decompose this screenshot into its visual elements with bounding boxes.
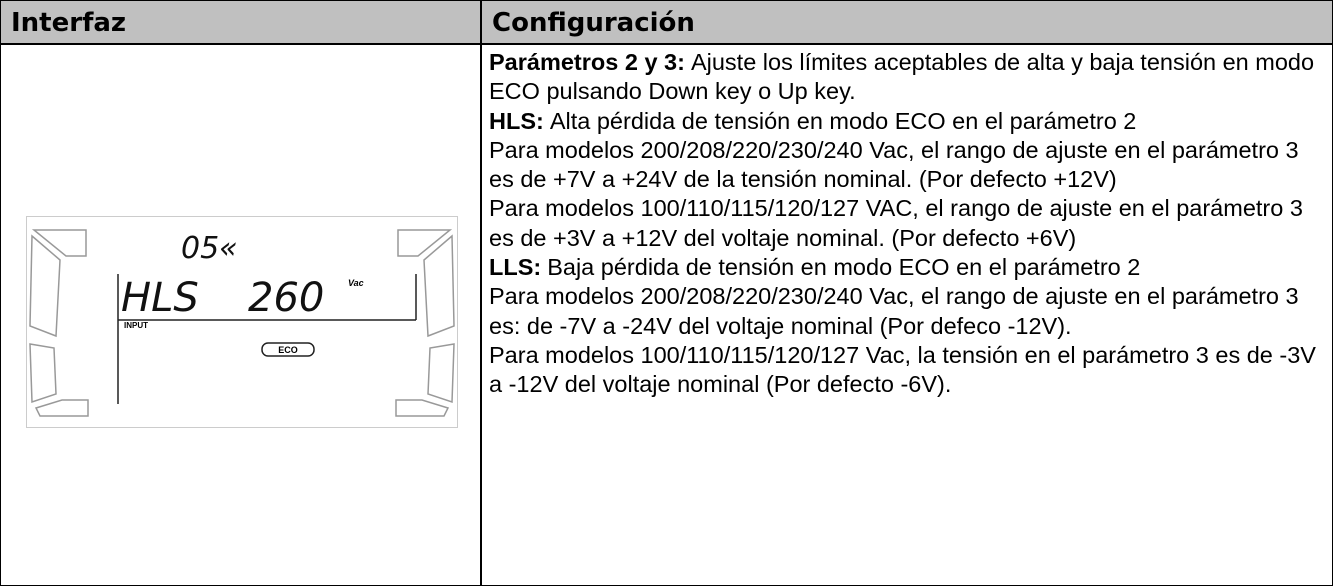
lcd-unit: Vac	[348, 278, 364, 288]
lcd-segments	[29, 229, 455, 417]
paragraph: LLS: Baja pérdida de tensión en modo ECO …	[489, 253, 1327, 282]
paragraph-text: Baja pérdida de tensión en modo ECO en e…	[547, 254, 1141, 281]
lcd-frame	[26, 216, 458, 428]
paragraph-label: HLS:	[489, 107, 544, 134]
config-cell: Parámetros 2 y 3: Ajuste los límites acep…	[489, 48, 1327, 400]
header-cell: Interfaz	[1, 1, 482, 45]
paragraph: Para modelos 100/110/115/120/127 VAC, el…	[489, 194, 1327, 253]
paragraph-text: Alta pérdida de tensión en modo ECO en e…	[549, 107, 1137, 134]
paragraph: Para modelos 100/110/115/120/127 Vac, la…	[489, 341, 1327, 400]
paragraph-text: Ajuste los límites aceptables de alta y …	[489, 49, 1315, 105]
paragraph-text: Para modelos 200/208/220/230/240 Vac, el…	[489, 136, 1299, 193]
header-cell: Configuración	[482, 1, 1332, 45]
divider	[480, 45, 482, 585]
lcd-value: 260	[248, 275, 324, 321]
lcd-mode: HLS	[121, 275, 199, 321]
paragraph: HLS: Alta pérdida de tensión en modo ECO …	[489, 107, 1327, 136]
paragraph: Para modelos 200/208/220/230/240 Vac, el…	[489, 136, 1327, 195]
paragraph-text: Para modelos 100/110/115/120/127 Vac, la…	[489, 341, 1316, 398]
lcd-eco: ECO	[278, 345, 298, 355]
paragraph-label: Parámetros 2 y 3:	[489, 49, 685, 75]
lcd-code: 05«	[181, 231, 238, 266]
paragraph: Parámetros 2 y 3: Ajuste los límites acep…	[489, 48, 1327, 107]
lcd-display: 05« HLS 260 Vac INPUT ECO	[26, 216, 458, 428]
paragraph-text: Para modelos 100/110/115/120/127 VAC, el…	[489, 195, 1303, 251]
paragraph-text: Para modelos 200/208/220/230/240 Vac, el…	[489, 283, 1299, 339]
paragraph-label: LLS:	[489, 254, 542, 281]
paragraph: Para modelos 200/208/220/230/240 Vac, el…	[489, 282, 1327, 341]
lcd-input: INPUT	[124, 321, 148, 330]
